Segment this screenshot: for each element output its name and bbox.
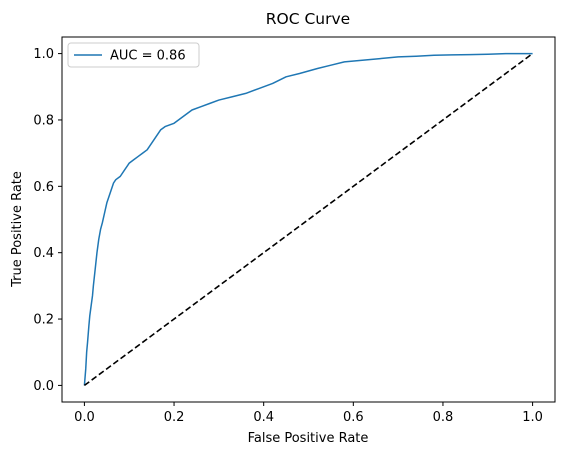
y-tick-label: 0.8 [33,113,54,128]
x-tick-label: 0.8 [433,410,454,425]
x-tick-label: 0.4 [253,410,274,425]
plot-frame [61,36,556,403]
x-tick-label: 0.6 [343,410,364,425]
x-tick-label: 0.2 [164,410,185,425]
y-tick-label: 0.0 [33,379,54,394]
x-axis-label: False Positive Rate [248,431,369,446]
legend-label: AUC = 0.86 [110,49,186,64]
legend: AUC = 0.86 [67,42,200,68]
x-tick-label: 1.0 [522,410,543,425]
legend-box [67,42,200,68]
diagonal-reference-line [83,52,534,387]
y-tick-label: 0.6 [33,180,54,195]
x-tick-label: 0.0 [74,410,95,425]
y-tick-label: 0.2 [33,313,54,328]
chart-title: ROC Curve [266,10,350,28]
y-tick-label: 0.4 [33,246,54,261]
y-axis-label: True Positive Rate [10,171,25,288]
plot-area [83,52,534,387]
roc-curve-line [83,52,533,386]
axis-ticks: 0.0 0.2 0.4 0.6 0.8 1.0 0.0 0.2 0.4 0.6 0.8 1.0 [33,47,543,425]
y-tick-label: 1.0 [33,47,54,62]
